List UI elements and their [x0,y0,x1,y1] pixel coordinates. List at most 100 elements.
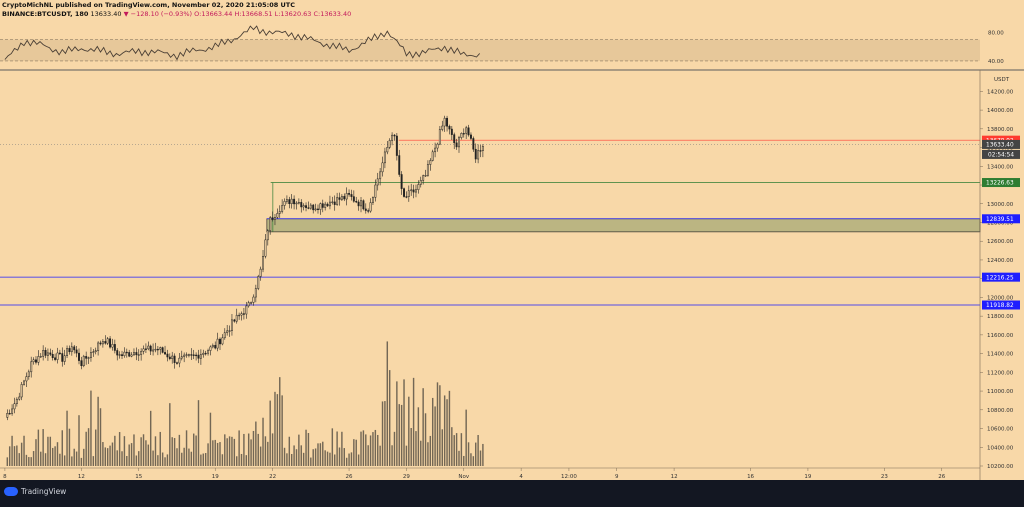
volume-bar [279,377,281,466]
last-price: 13633.40 [90,10,122,18]
price-tag [982,139,1020,149]
volume-bar [114,435,116,466]
candle-body [369,202,372,212]
candle-body [333,201,336,205]
volume-bar [281,395,283,466]
volume-bar [47,436,49,466]
candle-body [453,134,456,144]
volume-bar [219,442,221,466]
candle-body [173,355,176,363]
volume-bar [212,440,214,466]
candle-body [336,197,339,205]
volume-bar [262,417,264,466]
volume-bar [102,442,104,466]
volume-bar [396,381,398,466]
candle-body [137,354,140,356]
candle-body [221,337,224,345]
candle-body [15,398,18,404]
volume-bar [164,457,166,466]
volume-bar [173,438,176,466]
candle-body [328,201,331,207]
volume-bar [405,445,408,466]
volume-bar [20,442,23,466]
tradingview-logo[interactable]: TradingView [4,487,66,496]
volume-bar [245,455,248,466]
price-tick-label: 13000.00 [987,202,1014,208]
tradingview-icon [4,487,18,496]
rsi-pane: 80.00 40.00 [0,25,1004,65]
volume-bar [83,448,85,466]
volume-bar [420,440,422,466]
brand-label: TradingView [21,487,67,496]
candle-body [446,117,449,127]
candle-body [266,230,269,241]
volume-bar [307,433,310,466]
price-tag-label: 12839.51 [986,217,1014,223]
candle-body [386,147,389,153]
candle-body [247,302,250,307]
candle-body [56,352,59,360]
candle-body [68,348,71,353]
candle-body [152,349,155,352]
volume-bar [95,429,97,466]
volume-bar [283,447,286,466]
volume-bar [147,444,150,466]
candle-body [149,345,152,352]
price-tick-label: 10800.00 [987,408,1014,414]
volume-bar [231,436,233,466]
candle-body [264,239,267,257]
candle-body [288,199,291,204]
volume-bar [290,453,293,466]
candle-body [321,203,324,208]
volume-bar [221,454,224,466]
candle-body [92,351,95,353]
price-tag [982,272,1020,282]
volume-bar [269,400,271,466]
countdown-label: 02:54:54 [988,153,1014,159]
candle-body [283,201,286,206]
volume-bar [384,401,386,466]
candle-body [412,189,415,193]
candle-body [116,350,119,356]
candle-body [140,351,143,355]
volume-bar [305,429,307,466]
volume-bar [28,457,30,466]
volume-bar [422,388,424,466]
countdown-tag [982,149,1020,159]
candle-body [8,413,11,415]
support-zone-box [266,218,981,233]
candle-body [207,350,210,354]
candle-body [441,125,444,130]
volume-bar [379,445,381,466]
candle-body [133,352,135,356]
volume-bar [61,430,63,466]
candle-body [185,354,188,356]
volume-bar [412,377,415,466]
volume-bar [274,391,276,466]
candle-body [458,137,460,148]
volume-bar [324,450,326,466]
volume-bar [166,454,169,466]
volume-bar [40,451,42,466]
support-zone [266,218,981,233]
volume-bar [326,451,329,466]
candle-body [465,127,468,134]
candle-body [204,352,207,355]
volume-bar [116,450,118,466]
candle-body [111,344,114,348]
volume-bar [109,445,111,466]
candle-body [350,194,353,197]
candle-body [374,184,377,198]
volume-bar [13,446,16,466]
candle-body [348,193,351,195]
time-tick-label: 4 [519,474,523,480]
volume-bar [362,430,365,466]
candle-body [121,354,123,356]
candle-body [125,351,128,354]
candle-body [424,175,427,177]
candle-body [295,202,298,205]
volume-bars [6,341,484,466]
rsi-series-line [4,25,481,61]
candle-body [166,353,169,358]
